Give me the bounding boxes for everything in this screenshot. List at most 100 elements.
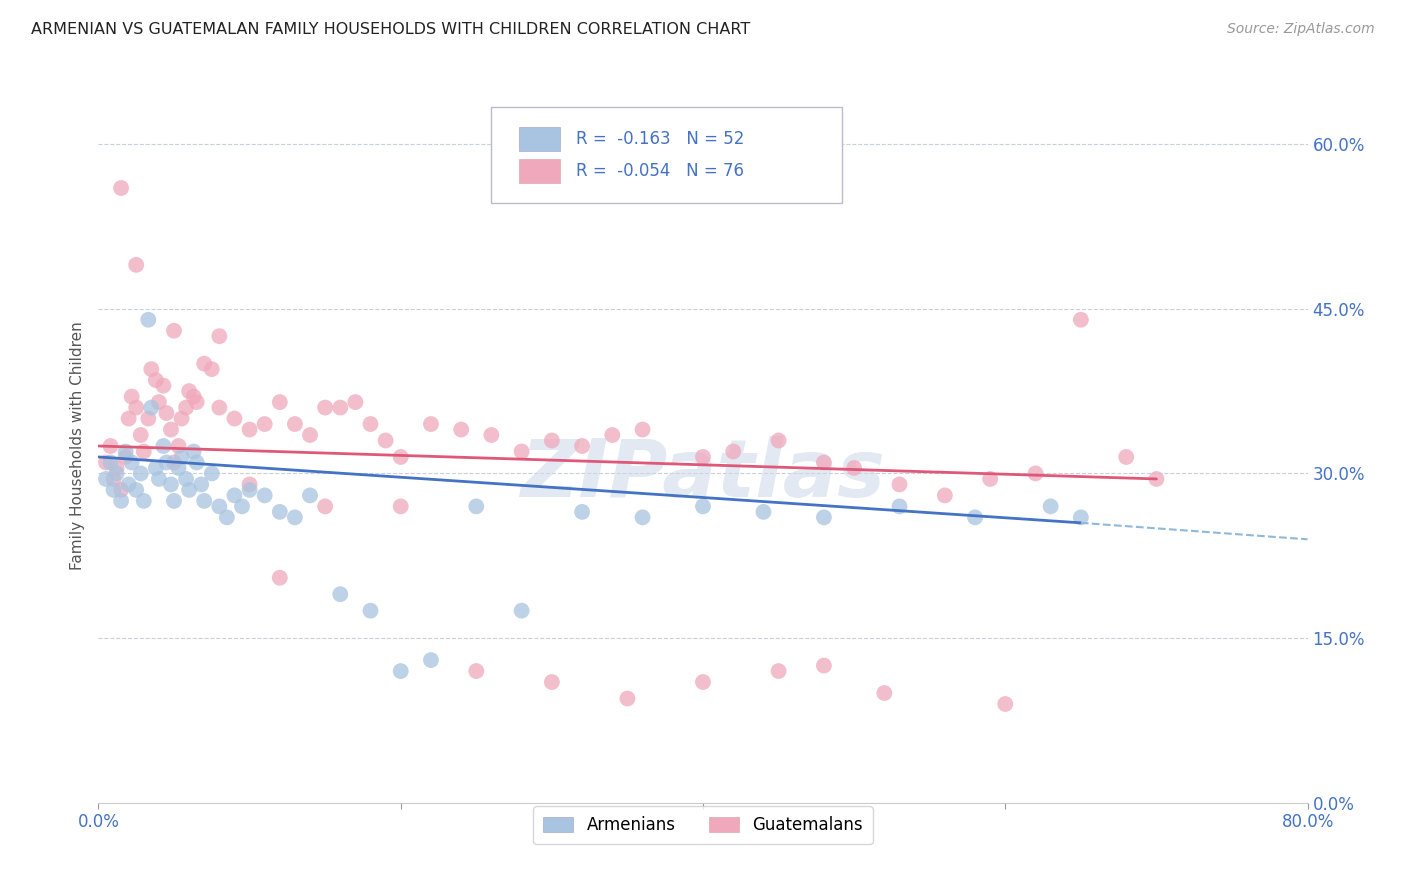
Guatemalans: [125, 258, 148, 272]
Armenians: [183, 444, 205, 458]
Guatemalans: [114, 450, 136, 464]
Guatemalans: [768, 434, 790, 448]
Guatemalans: [132, 444, 155, 458]
Guatemalans: [934, 488, 956, 502]
Armenians: [155, 455, 177, 469]
Armenians: [103, 483, 125, 497]
Armenians: [167, 461, 190, 475]
Guatemalans: [145, 373, 167, 387]
Guatemalans: [136, 411, 159, 425]
Armenians: [170, 450, 193, 464]
Guatemalans: [481, 428, 503, 442]
FancyBboxPatch shape: [492, 107, 842, 203]
Guatemalans: [813, 658, 835, 673]
Guatemalans: [344, 395, 367, 409]
Armenians: [145, 461, 167, 475]
Guatemalans: [174, 401, 197, 415]
Text: ZIPatlas: ZIPatlas: [520, 435, 886, 514]
Guatemalans: [889, 477, 911, 491]
Armenians: [299, 488, 322, 502]
Guatemalans: [183, 390, 205, 404]
Guatemalans: [1024, 467, 1046, 481]
Armenians: [253, 488, 276, 502]
FancyBboxPatch shape: [519, 159, 561, 184]
Armenians: [121, 455, 143, 469]
Guatemalans: [224, 411, 246, 425]
Armenians: [148, 472, 170, 486]
Guatemalans: [148, 395, 170, 409]
Guatemalans: [118, 411, 141, 425]
Armenians: [360, 604, 382, 618]
Armenians: [965, 510, 987, 524]
Guatemalans: [299, 428, 322, 442]
Guatemalans: [253, 417, 276, 431]
Guatemalans: [510, 444, 533, 458]
Armenians: [389, 664, 412, 678]
Guatemalans: [813, 455, 835, 469]
FancyBboxPatch shape: [519, 127, 561, 152]
Guatemalans: [979, 472, 1001, 486]
Armenians: [118, 477, 141, 491]
Guatemalans: [193, 357, 215, 371]
Guatemalans: [844, 461, 866, 475]
Guatemalans: [374, 434, 396, 448]
Armenians: [110, 494, 132, 508]
Guatemalans: [239, 423, 262, 437]
Guatemalans: [389, 500, 412, 514]
Guatemalans: [208, 401, 231, 415]
Guatemalans: [100, 439, 122, 453]
Armenians: [813, 510, 835, 524]
Guatemalans: [692, 450, 714, 464]
Armenians: [329, 587, 352, 601]
Guatemalans: [540, 434, 562, 448]
Armenians: [631, 510, 654, 524]
Guatemalans: [163, 324, 186, 338]
Guatemalans: [873, 686, 896, 700]
Armenians: [752, 505, 775, 519]
Guatemalans: [152, 378, 174, 392]
Armenians: [239, 483, 262, 497]
Guatemalans: [723, 444, 745, 458]
Guatemalans: [314, 500, 336, 514]
Y-axis label: Family Households with Children: Family Households with Children: [69, 322, 84, 570]
Guatemalans: [170, 411, 193, 425]
Armenians: [100, 455, 122, 469]
Armenians: [284, 510, 307, 524]
Armenians: [190, 477, 212, 491]
Armenians: [571, 505, 593, 519]
Armenians: [1070, 510, 1092, 524]
Guatemalans: [160, 423, 183, 437]
Text: ARMENIAN VS GUATEMALAN FAMILY HOUSEHOLDS WITH CHILDREN CORRELATION CHART: ARMENIAN VS GUATEMALAN FAMILY HOUSEHOLDS…: [31, 22, 751, 37]
Guatemalans: [1144, 472, 1167, 486]
Armenians: [231, 500, 253, 514]
Guatemalans: [602, 428, 624, 442]
Guatemalans: [465, 664, 488, 678]
Guatemalans: [571, 439, 593, 453]
Armenians: [152, 439, 174, 453]
Armenians: [125, 483, 148, 497]
Guatemalans: [284, 417, 307, 431]
Guatemalans: [94, 455, 117, 469]
Armenians: [193, 494, 215, 508]
Guatemalans: [314, 401, 336, 415]
Guatemalans: [1115, 450, 1137, 464]
Armenians: [114, 444, 136, 458]
Armenians: [105, 467, 128, 481]
Guatemalans: [994, 697, 1017, 711]
Armenians: [186, 455, 208, 469]
Armenians: [208, 500, 231, 514]
Text: R =  -0.054   N = 76: R = -0.054 N = 76: [576, 162, 744, 180]
Guatemalans: [631, 423, 654, 437]
Guatemalans: [141, 362, 163, 376]
Guatemalans: [208, 329, 231, 343]
Guatemalans: [167, 439, 190, 453]
Armenians: [129, 467, 152, 481]
Guatemalans: [616, 691, 638, 706]
Guatemalans: [125, 401, 148, 415]
Guatemalans: [450, 423, 472, 437]
Armenians: [132, 494, 155, 508]
Guatemalans: [420, 417, 443, 431]
Guatemalans: [129, 428, 152, 442]
Armenians: [215, 510, 238, 524]
Guatemalans: [239, 477, 262, 491]
